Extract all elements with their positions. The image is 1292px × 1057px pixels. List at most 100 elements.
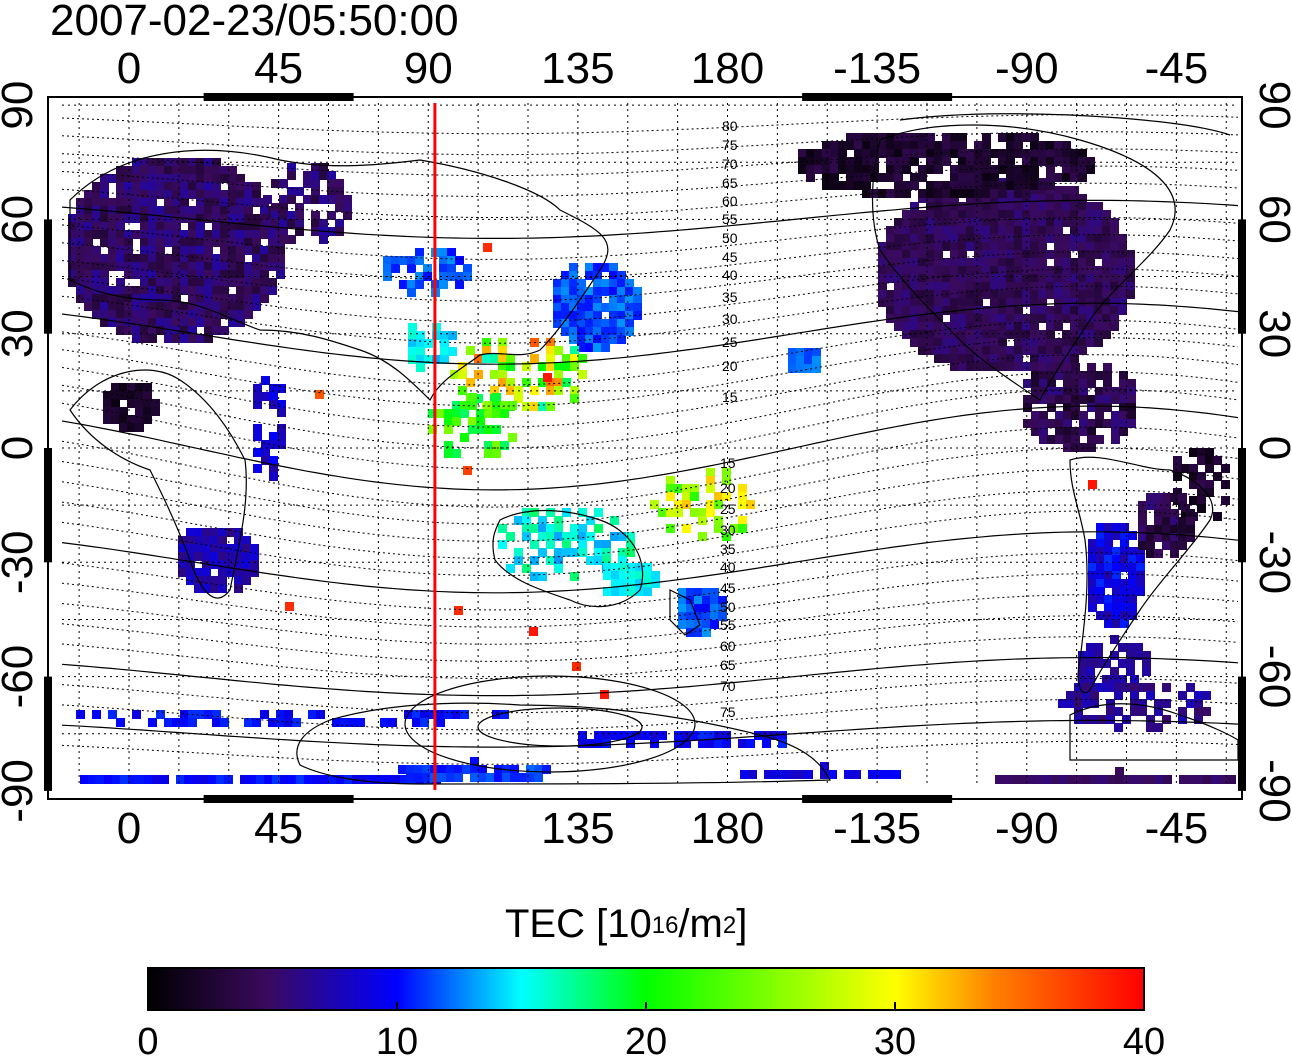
tec-cell	[1102, 218, 1111, 227]
colorbar-title-unit: /m	[678, 902, 723, 946]
tec-cell	[415, 248, 424, 257]
contour-label: 15	[720, 455, 736, 471]
tec-cell	[204, 334, 213, 343]
tec-cell	[601, 303, 610, 312]
tec-cell	[1138, 533, 1147, 542]
tec-cell	[1022, 218, 1031, 227]
tec-cell	[458, 362, 467, 371]
tec-cell	[1046, 250, 1055, 259]
tec-cell	[1107, 775, 1116, 784]
tec-cell	[1138, 541, 1147, 550]
tec-cell	[220, 286, 229, 295]
tec-cell	[910, 173, 919, 182]
tec-cell	[84, 206, 93, 215]
tec-cell	[1006, 133, 1015, 142]
tec-cell	[244, 278, 253, 287]
tec-cell	[303, 179, 312, 188]
tec-cell	[92, 310, 101, 319]
tec-cell	[156, 158, 165, 167]
tec-cell	[1136, 587, 1145, 596]
tec-cell	[1110, 675, 1119, 684]
tec-cell	[260, 286, 269, 295]
tec-cell	[886, 149, 895, 158]
tec-cell	[626, 548, 635, 557]
tec-cell	[710, 604, 719, 613]
tec-cell	[814, 165, 823, 174]
tec-cell	[942, 218, 951, 227]
tec-cell	[918, 290, 927, 299]
tec-cell	[1070, 274, 1079, 283]
tec-cell	[966, 266, 975, 275]
tec-cell	[812, 348, 821, 357]
tec-cell	[678, 604, 687, 613]
tec-cell	[878, 282, 887, 291]
tec-cell	[156, 302, 165, 311]
tec-cell	[1154, 493, 1163, 502]
tec-cell	[530, 556, 539, 565]
tec-cell	[812, 356, 821, 365]
frame-tick	[44, 676, 52, 791]
contour-label: 35	[720, 541, 736, 557]
tec-cell	[156, 238, 165, 247]
tec-cell	[1070, 330, 1079, 339]
tec-cell	[974, 202, 983, 211]
tec-cell	[148, 326, 157, 335]
tec-cell	[1054, 202, 1063, 211]
tec-cell	[1046, 322, 1055, 331]
tec-cell	[498, 540, 507, 549]
tec-cell	[830, 157, 839, 166]
tec-cell	[570, 548, 579, 557]
tec-cell	[116, 262, 125, 271]
tec-cell	[990, 338, 999, 347]
tec-cell	[1078, 298, 1087, 307]
tec-cell	[1039, 411, 1048, 420]
tec-cell	[1030, 141, 1039, 150]
tec-cell	[212, 270, 221, 279]
tec-cell	[1110, 306, 1119, 315]
tec-cell	[635, 579, 644, 588]
tec-cell	[1063, 411, 1072, 420]
tec-cell	[918, 338, 927, 347]
tec-cell	[1014, 346, 1023, 355]
tec-cell	[132, 166, 141, 175]
tec-cell	[926, 165, 935, 174]
tec-cell	[1014, 226, 1023, 235]
tec-cell	[1078, 322, 1087, 331]
tec-cell	[918, 322, 927, 331]
tec-cell	[1031, 427, 1040, 436]
tec-cell	[1102, 234, 1111, 243]
tec-cell	[1071, 427, 1080, 436]
tec-cell	[408, 323, 417, 332]
tec-cell	[522, 564, 531, 573]
tec-cell	[228, 262, 237, 271]
tec-cell	[140, 254, 149, 263]
tec-cell	[1078, 651, 1087, 660]
tec-cell	[546, 508, 555, 517]
tec-cell	[84, 246, 93, 255]
tec-cell	[538, 378, 547, 387]
tec-cell	[343, 211, 352, 220]
tec-cell	[212, 718, 221, 727]
tec-cell	[1126, 282, 1135, 291]
tec-cell	[635, 563, 644, 572]
tec-cell	[1110, 274, 1119, 283]
tec-cell	[1071, 395, 1080, 404]
tec-cell	[1090, 683, 1099, 692]
frame-tick	[802, 93, 953, 101]
tec-cell	[156, 246, 165, 255]
tec-cell	[627, 563, 636, 572]
tec-cell	[934, 322, 943, 331]
tec-cell	[218, 528, 227, 537]
tec-cell	[609, 319, 618, 328]
tec-cell	[1054, 282, 1063, 291]
tec-cell	[1178, 541, 1187, 550]
tec-cell	[1006, 298, 1015, 307]
tec-cell	[934, 330, 943, 339]
tec-cell	[1162, 715, 1171, 724]
tec-cell	[561, 303, 570, 312]
tec-cell	[990, 322, 999, 331]
tec-cell	[356, 718, 365, 727]
tec-cell	[926, 290, 935, 299]
contour-line	[62, 165, 1238, 197]
tec-cell	[68, 214, 77, 223]
